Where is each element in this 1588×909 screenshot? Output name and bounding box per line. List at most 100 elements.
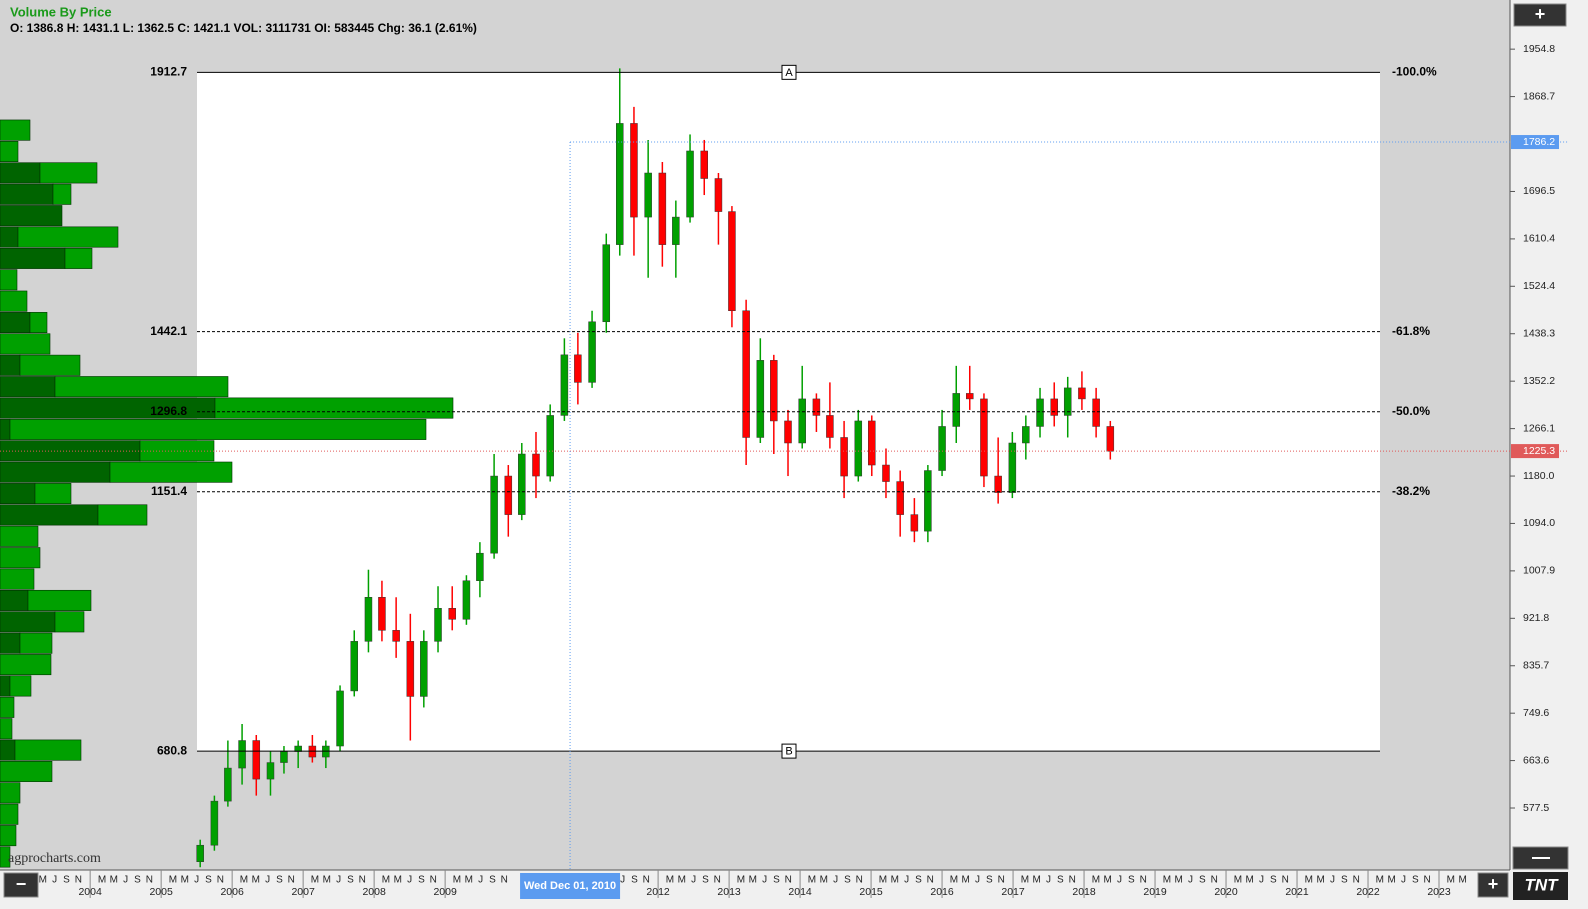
- month-label: N: [430, 875, 437, 886]
- profile-bar-light: [54, 376, 229, 398]
- profile-bar-light: [0, 119, 31, 141]
- month-label: N: [217, 875, 224, 886]
- candle-body: [238, 740, 246, 769]
- month-label: S: [276, 875, 283, 886]
- x-tick-label: 2007: [291, 886, 315, 898]
- profile-bar-light: [0, 846, 11, 868]
- candle-body: [448, 608, 456, 620]
- fib-pct-label: -50.0%: [1392, 404, 1430, 418]
- x-tick-label: 2018: [1072, 886, 1096, 898]
- month-label: N: [501, 875, 508, 886]
- candle-body: [364, 597, 373, 642]
- month-label: M: [1104, 875, 1112, 886]
- month-label: S: [1412, 875, 1419, 886]
- zoom-out-button[interactable]: −: [3, 872, 39, 898]
- x-tick-label: 2022: [1356, 886, 1380, 898]
- zoom-in-label[interactable]: +: [1535, 4, 1546, 24]
- zoom-in-button[interactable]: +: [1513, 3, 1567, 27]
- candle-body: [392, 630, 400, 642]
- fib-pct-label: -61.8%: [1392, 324, 1430, 338]
- profile-bar-light: [17, 226, 119, 248]
- month-label: J: [691, 875, 696, 886]
- profile-bar-light: [0, 760, 53, 782]
- month-label: M: [1163, 875, 1171, 886]
- month-label: S: [773, 875, 780, 886]
- month-label: M: [240, 875, 248, 886]
- profile-bar-dark: [0, 483, 36, 505]
- month-label: N: [1282, 875, 1289, 886]
- x-tick-label: 2015: [859, 886, 883, 898]
- scroll-button[interactable]: +: [1477, 872, 1509, 898]
- ohlc-info: O: 1386.8 H: 1431.1 L: 1362.5 C: 1421.1 …: [10, 21, 477, 35]
- month-label: J: [194, 875, 199, 886]
- month-label: M: [1317, 875, 1325, 886]
- fib-anchor-label: B: [785, 746, 792, 758]
- x-tick-label: 2013: [717, 886, 741, 898]
- y-tick-label: 1438.3: [1523, 328, 1555, 340]
- y-tick-label: 921.8: [1523, 612, 1549, 624]
- candle-body: [532, 453, 540, 477]
- y-tick-label: 1610.4: [1523, 233, 1555, 245]
- zoom-in-bg[interactable]: [1513, 3, 1567, 27]
- y-tick-label: 1696.5: [1523, 185, 1555, 197]
- candle-body: [924, 470, 932, 532]
- x-tick-label: 2004: [78, 886, 102, 898]
- zoom-out-bg[interactable]: [3, 872, 39, 898]
- candle-body: [252, 740, 261, 780]
- candles: [196, 68, 1115, 868]
- profile-bar-dark: [0, 675, 11, 697]
- candle-body: [756, 360, 765, 438]
- candle-body: [406, 641, 415, 697]
- month-label: J: [1117, 875, 1122, 886]
- x-tick-label: 2009: [433, 886, 457, 898]
- candle-body: [462, 580, 471, 620]
- y-tick-label: 835.7: [1523, 660, 1549, 672]
- candle-body: [630, 123, 638, 218]
- fib-pct-label: -100.0%: [1392, 65, 1437, 79]
- x-tick-label: 2019: [1143, 886, 1167, 898]
- profile-bar-light: [29, 312, 48, 334]
- candle-body: [574, 354, 582, 383]
- month-label: N: [359, 875, 366, 886]
- profile-bar-light: [0, 718, 13, 740]
- scroll-bg[interactable]: [1477, 872, 1509, 898]
- month-label: S: [631, 875, 638, 886]
- time-axis-panel: [0, 870, 1510, 909]
- profile-bar-light: [109, 461, 233, 483]
- y-tick-label: 1524.4: [1523, 280, 1555, 292]
- profile-bar-light: [64, 247, 93, 269]
- month-label: S: [1341, 875, 1348, 886]
- month-label: J: [1046, 875, 1051, 886]
- candle-body: [210, 800, 219, 846]
- candle-body: [518, 453, 526, 515]
- scroll-label[interactable]: +: [1488, 874, 1499, 894]
- month-label: S: [702, 875, 709, 886]
- month-label: J: [620, 875, 625, 886]
- zoom-out-label[interactable]: −: [16, 874, 27, 894]
- candle-body: [966, 393, 974, 400]
- month-label: M: [1459, 875, 1467, 886]
- month-label: S: [134, 875, 141, 886]
- profile-bar-dark: [0, 183, 54, 205]
- month-label: S: [1199, 875, 1206, 886]
- candle-body: [434, 608, 442, 642]
- candle-body: [1106, 426, 1115, 452]
- profile-bar-light: [0, 782, 21, 804]
- profile-bar-light: [0, 290, 28, 312]
- month-label: M: [1033, 875, 1041, 886]
- month-label: J: [1401, 875, 1406, 886]
- month-label: S: [844, 875, 851, 886]
- axis-layer: 1954.8 1868.7 1696.5 1610.4 1524.4 1438.3 1352…: [39, 43, 1559, 899]
- profile-bar-light: [52, 183, 72, 205]
- candle-body: [196, 844, 204, 862]
- y-tick-label: 1266.1: [1523, 422, 1555, 434]
- candle-body: [336, 690, 344, 747]
- last-price-label: 1225.3: [1523, 445, 1555, 457]
- month-label: N: [643, 875, 650, 886]
- month-label: S: [1128, 875, 1135, 886]
- fib-anchor-label: A: [785, 67, 793, 79]
- month-label: J: [1188, 875, 1193, 886]
- month-label: M: [678, 875, 686, 886]
- month-label: M: [394, 875, 402, 886]
